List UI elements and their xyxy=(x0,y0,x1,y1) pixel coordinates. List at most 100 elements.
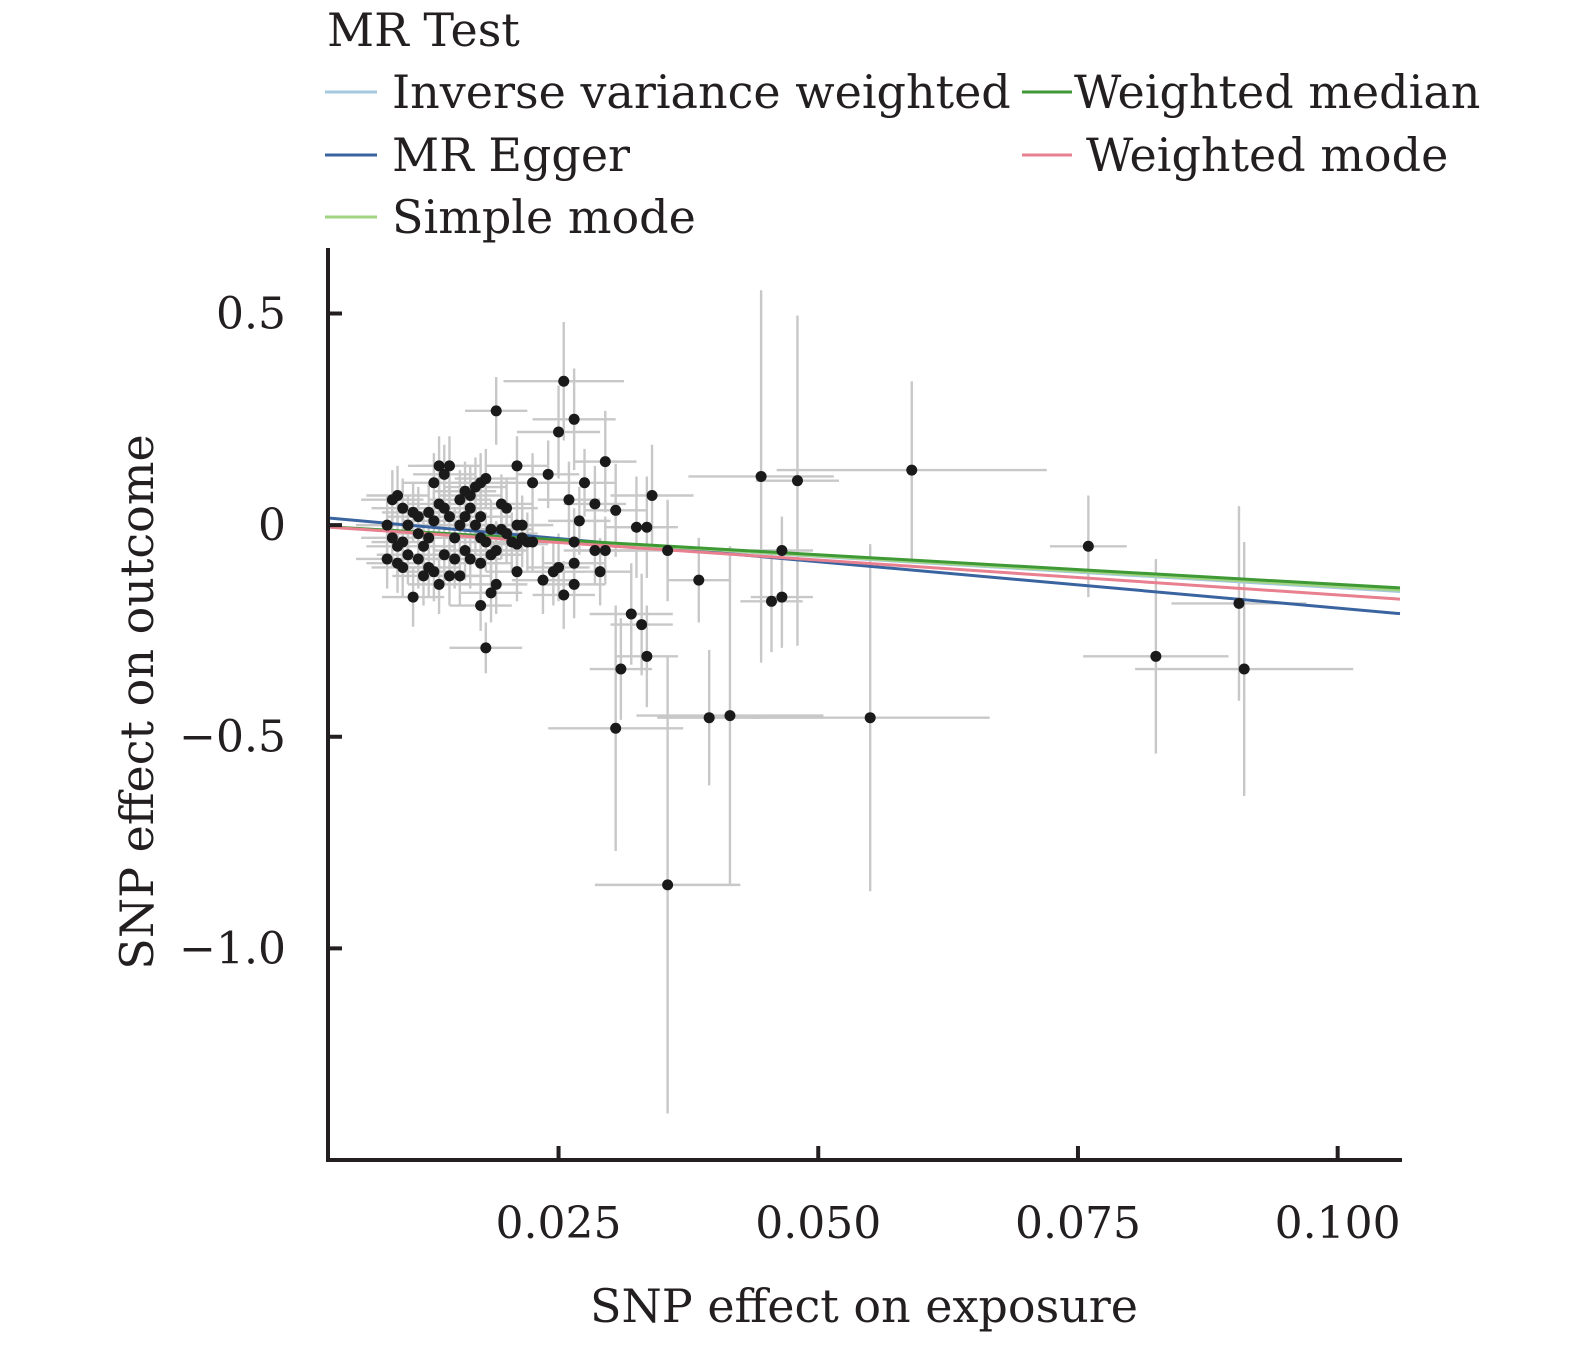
data-point xyxy=(475,557,487,569)
data-point xyxy=(542,468,554,480)
legend-label-mr-egger: MR Egger xyxy=(392,128,630,182)
data-point xyxy=(766,595,778,607)
data-point xyxy=(443,511,455,523)
data-point xyxy=(511,566,523,578)
data-point xyxy=(459,485,471,497)
data-point xyxy=(480,642,492,654)
legend: MR Test Inverse variance weighted MR Egg… xyxy=(325,3,1480,244)
data-point xyxy=(641,650,653,662)
data-point xyxy=(693,574,705,586)
data-point xyxy=(475,532,487,544)
data-point xyxy=(501,502,513,514)
data-point xyxy=(485,587,497,599)
data-point xyxy=(563,494,575,506)
data-point xyxy=(594,566,606,578)
data-point xyxy=(454,570,466,582)
data-point xyxy=(485,549,497,561)
data-point xyxy=(443,570,455,582)
data-point xyxy=(454,519,466,531)
data-point xyxy=(433,578,445,590)
legend-entry-mr-egger: MR Egger xyxy=(325,128,630,182)
data-point xyxy=(438,549,450,561)
data-point xyxy=(589,545,601,557)
data-point xyxy=(573,515,585,527)
y-tick-label: −1.0 xyxy=(179,923,286,974)
data-point xyxy=(386,532,398,544)
data-point xyxy=(402,549,414,561)
legend-entry-simple-mode: Simple mode xyxy=(325,190,696,244)
data-point xyxy=(490,405,502,417)
data-point xyxy=(485,523,497,535)
data-point xyxy=(537,574,549,586)
data-point xyxy=(599,545,611,557)
y-tick-label: 0 xyxy=(258,500,286,551)
data-point xyxy=(423,506,435,518)
data-point xyxy=(599,456,611,468)
data-point xyxy=(464,502,476,514)
data-point xyxy=(495,523,507,535)
data-point xyxy=(527,477,539,489)
data-point xyxy=(662,879,674,891)
data-point xyxy=(568,413,580,425)
legend-entry-weighted-mode: Weighted mode xyxy=(1022,128,1448,182)
data-point xyxy=(464,553,476,565)
data-point xyxy=(402,519,414,531)
data-point xyxy=(1238,663,1250,675)
data-point xyxy=(527,536,539,548)
y-axis: 0.5 0 −0.5 −1.0 xyxy=(179,248,342,1162)
data-point xyxy=(755,470,767,482)
x-tick-label: 0.050 xyxy=(755,1198,881,1249)
data-point xyxy=(864,712,876,724)
data-point xyxy=(428,515,440,527)
data-point xyxy=(625,608,637,620)
data-point xyxy=(412,553,424,565)
data-point xyxy=(516,519,528,531)
legend-label-inverse-variance-weighted: Inverse variance weighted xyxy=(392,65,1011,119)
data-point xyxy=(381,519,393,531)
y-ticks: 0.5 0 −0.5 −1.0 xyxy=(179,288,342,974)
data-point xyxy=(449,532,461,544)
data-point xyxy=(417,570,429,582)
data-point xyxy=(433,460,445,472)
data-point xyxy=(791,475,803,487)
y-tick-label: 0.5 xyxy=(216,288,286,339)
data-point xyxy=(423,532,435,544)
data-point xyxy=(475,511,487,523)
data-point xyxy=(438,468,450,480)
data-point xyxy=(646,489,658,501)
error-bars xyxy=(355,290,1354,1114)
data-point xyxy=(553,561,565,573)
data-point xyxy=(397,536,409,548)
data-point xyxy=(615,663,627,675)
x-axis: 0.025 0.050 0.075 0.100 xyxy=(326,1146,1402,1249)
data-point xyxy=(511,460,523,472)
data-point xyxy=(381,553,393,565)
data-point xyxy=(558,375,570,387)
legend-entry-weighted-median: Weighted median xyxy=(1022,65,1480,119)
legend-label-simple-mode: Simple mode xyxy=(392,190,696,244)
data-point xyxy=(454,494,466,506)
legend-title: MR Test xyxy=(327,3,520,57)
data-point xyxy=(776,591,788,603)
data-point xyxy=(397,502,409,514)
data-point xyxy=(579,477,591,489)
data-point xyxy=(1150,650,1162,662)
data-point xyxy=(1233,597,1245,609)
data-point xyxy=(906,464,918,476)
data-point xyxy=(703,712,715,724)
data-point xyxy=(568,557,580,569)
data-point xyxy=(469,519,481,531)
data-point xyxy=(412,528,424,540)
data-point xyxy=(490,578,502,590)
data-point xyxy=(407,591,419,603)
data-point xyxy=(438,502,450,514)
legend-label-weighted-median: Weighted median xyxy=(1074,65,1480,119)
data-point xyxy=(392,489,404,501)
data-point xyxy=(636,619,648,631)
data-point xyxy=(589,498,601,510)
data-point xyxy=(423,561,435,573)
legend-label-weighted-mode: Weighted mode xyxy=(1086,128,1448,182)
x-tick-label: 0.075 xyxy=(1015,1198,1141,1249)
data-point xyxy=(610,504,622,516)
